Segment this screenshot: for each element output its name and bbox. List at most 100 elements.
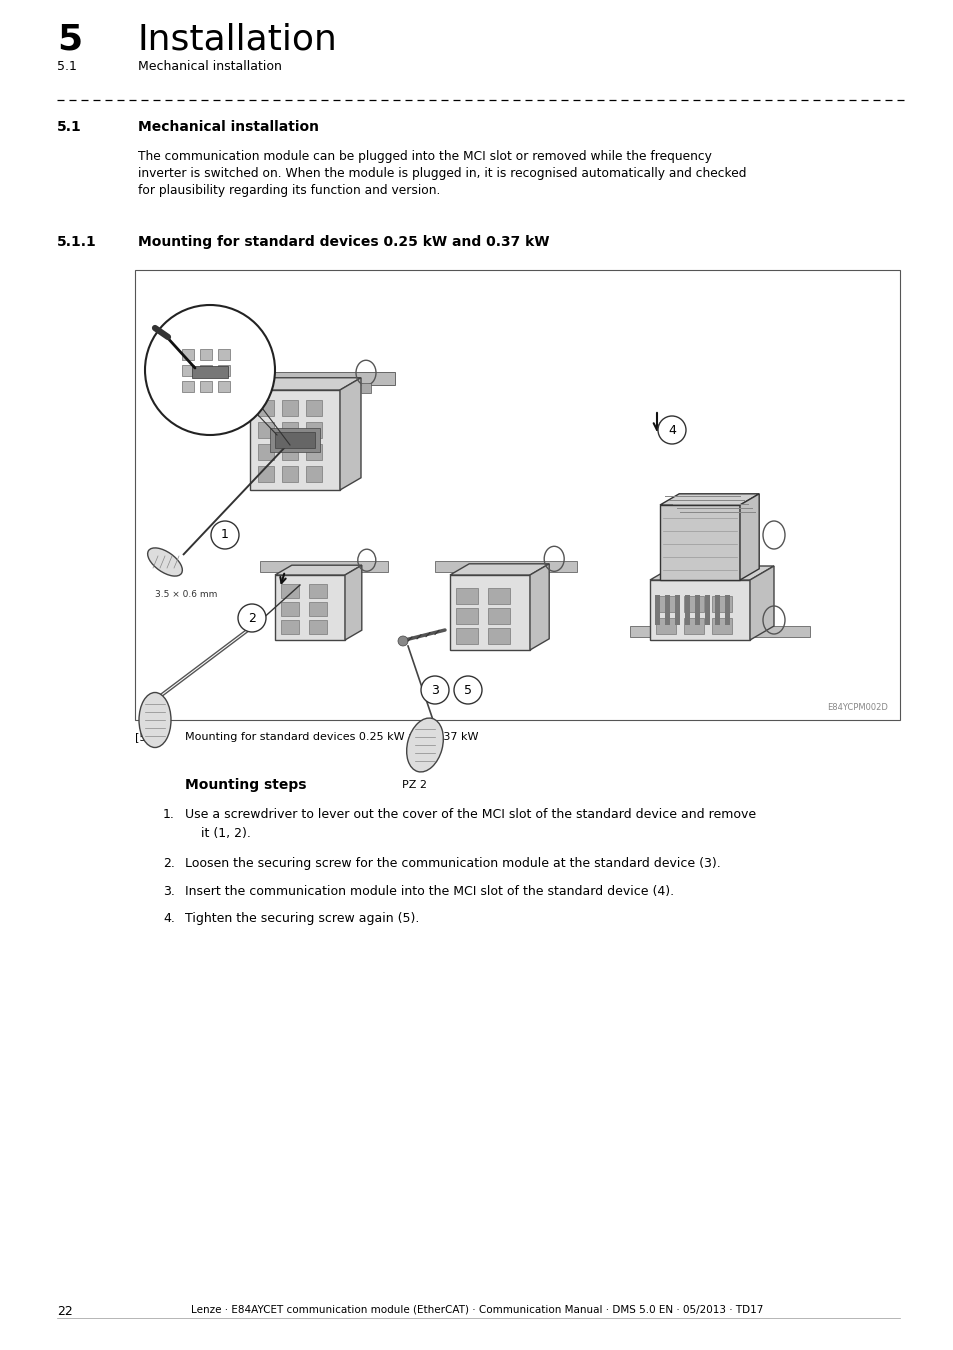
Polygon shape bbox=[659, 494, 759, 505]
Text: Mounting steps: Mounting steps bbox=[185, 778, 306, 792]
Bar bbox=[218, 381, 230, 392]
Bar bbox=[182, 364, 193, 377]
Bar bbox=[200, 364, 212, 377]
Text: 4.: 4. bbox=[163, 913, 174, 925]
Bar bbox=[711, 595, 731, 612]
Text: 5.1: 5.1 bbox=[57, 120, 82, 134]
Bar bbox=[683, 618, 703, 634]
Bar bbox=[135, 270, 899, 720]
Circle shape bbox=[145, 305, 274, 435]
Polygon shape bbox=[230, 373, 395, 385]
Polygon shape bbox=[250, 390, 339, 490]
Ellipse shape bbox=[406, 718, 443, 772]
Bar bbox=[306, 466, 322, 482]
Text: [5-1]: [5-1] bbox=[135, 732, 162, 742]
Text: inverter is switched on. When the module is plugged in, it is recognised automat: inverter is switched on. When the module… bbox=[138, 167, 745, 180]
Polygon shape bbox=[345, 566, 361, 640]
Text: The communication module can be plugged into the MCI slot or removed while the f: The communication module can be plugged … bbox=[138, 150, 711, 163]
Polygon shape bbox=[250, 378, 360, 390]
Text: 4: 4 bbox=[667, 424, 676, 436]
Bar bbox=[724, 595, 729, 625]
Circle shape bbox=[454, 676, 481, 703]
Bar bbox=[656, 595, 676, 612]
Polygon shape bbox=[435, 562, 577, 572]
Polygon shape bbox=[274, 575, 345, 640]
Text: 3: 3 bbox=[431, 683, 438, 697]
Text: 22: 22 bbox=[57, 1305, 72, 1318]
Bar bbox=[218, 364, 230, 377]
Polygon shape bbox=[649, 580, 749, 640]
Text: 5: 5 bbox=[463, 683, 472, 697]
Text: 3.: 3. bbox=[163, 886, 174, 898]
Polygon shape bbox=[649, 566, 773, 580]
Polygon shape bbox=[450, 564, 549, 575]
Bar bbox=[270, 428, 319, 452]
Bar bbox=[282, 423, 297, 437]
Text: Insert the communication module into the MCI slot of the standard device (4).: Insert the communication module into the… bbox=[185, 886, 674, 898]
Bar bbox=[714, 595, 720, 625]
Bar bbox=[664, 595, 669, 625]
Polygon shape bbox=[339, 378, 360, 490]
Polygon shape bbox=[260, 562, 388, 572]
Bar bbox=[200, 350, 212, 360]
Bar bbox=[257, 423, 274, 437]
Text: 5.1.1: 5.1.1 bbox=[57, 235, 96, 248]
Bar bbox=[488, 628, 510, 644]
Bar bbox=[704, 595, 709, 625]
Text: Lenze · E84AYCET communication module (EtherCAT) · Communication Manual · DMS 5.: Lenze · E84AYCET communication module (E… bbox=[191, 1305, 762, 1315]
Polygon shape bbox=[740, 494, 759, 580]
Text: 2.: 2. bbox=[163, 857, 174, 869]
Bar bbox=[711, 618, 731, 634]
Text: Mounting for standard devices 0.25 kW and 0.37 kW: Mounting for standard devices 0.25 kW an… bbox=[138, 235, 549, 248]
Polygon shape bbox=[450, 575, 530, 649]
Text: E84YCPM002D: E84YCPM002D bbox=[826, 703, 887, 711]
Text: 5.1: 5.1 bbox=[57, 59, 77, 73]
Text: for plausibility regarding its function and version.: for plausibility regarding its function … bbox=[138, 184, 440, 197]
Bar bbox=[218, 350, 230, 360]
Bar bbox=[309, 585, 327, 598]
Text: Mechanical installation: Mechanical installation bbox=[138, 59, 281, 73]
Bar bbox=[281, 620, 298, 634]
Ellipse shape bbox=[139, 693, 171, 748]
Text: PZ 2: PZ 2 bbox=[402, 780, 427, 790]
Bar bbox=[182, 381, 193, 392]
Bar bbox=[675, 595, 679, 625]
Bar bbox=[683, 595, 703, 612]
Bar bbox=[282, 400, 297, 416]
Bar bbox=[281, 602, 298, 616]
Bar bbox=[192, 366, 228, 378]
Text: Use a screwdriver to lever out the cover of the MCI slot of the standard device : Use a screwdriver to lever out the cover… bbox=[185, 809, 756, 821]
Bar bbox=[257, 444, 274, 460]
Bar bbox=[182, 350, 193, 360]
Bar bbox=[282, 444, 297, 460]
Text: 1: 1 bbox=[221, 528, 229, 541]
Ellipse shape bbox=[148, 548, 182, 576]
Bar bbox=[274, 432, 314, 448]
Polygon shape bbox=[749, 566, 773, 640]
Bar bbox=[456, 589, 477, 603]
Bar bbox=[257, 466, 274, 482]
Bar bbox=[456, 628, 477, 644]
Bar bbox=[488, 608, 510, 624]
Bar bbox=[456, 608, 477, 624]
Bar bbox=[306, 423, 322, 437]
Bar bbox=[656, 618, 676, 634]
Text: Mechanical installation: Mechanical installation bbox=[138, 120, 318, 134]
Text: Mounting for standard devices 0.25 kW and 0.37 kW: Mounting for standard devices 0.25 kW an… bbox=[185, 732, 478, 742]
Bar bbox=[695, 595, 700, 625]
Circle shape bbox=[658, 416, 685, 444]
Bar bbox=[684, 595, 689, 625]
Text: 3.5 × 0.6 mm: 3.5 × 0.6 mm bbox=[154, 590, 217, 599]
Polygon shape bbox=[530, 564, 549, 649]
Text: Installation: Installation bbox=[138, 22, 337, 55]
Bar bbox=[306, 444, 322, 460]
Bar bbox=[309, 620, 327, 634]
Circle shape bbox=[420, 676, 449, 703]
Text: 5: 5 bbox=[57, 22, 82, 55]
Circle shape bbox=[397, 636, 408, 647]
Bar bbox=[306, 400, 322, 416]
Text: it (1, 2).: it (1, 2). bbox=[201, 828, 251, 840]
Circle shape bbox=[211, 521, 239, 549]
Text: 2: 2 bbox=[248, 612, 255, 625]
Bar bbox=[282, 466, 297, 482]
